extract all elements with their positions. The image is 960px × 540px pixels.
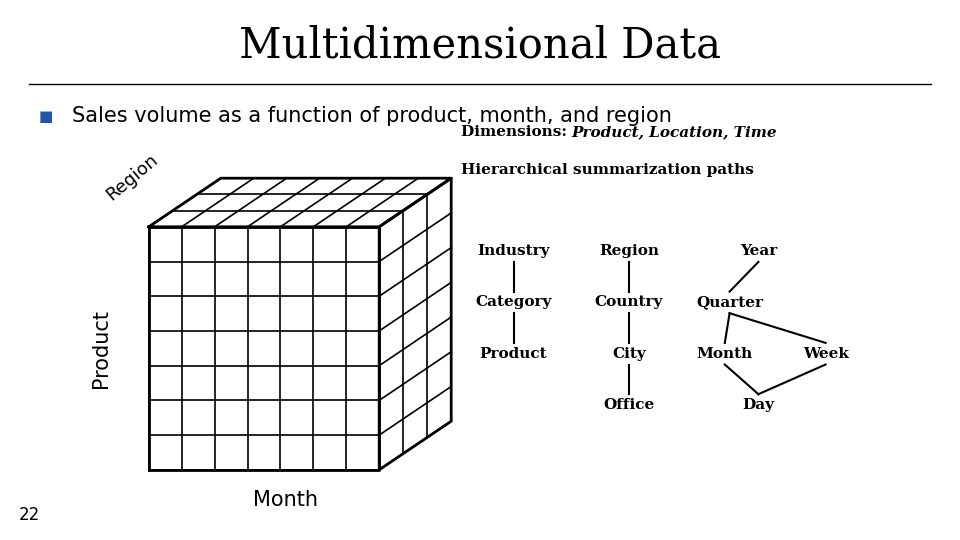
Text: Office: Office: [603, 398, 655, 412]
Text: Industry: Industry: [477, 244, 550, 258]
Text: Hierarchical summarization paths: Hierarchical summarization paths: [461, 163, 754, 177]
Text: 22: 22: [19, 506, 40, 524]
Text: Product: Product: [480, 347, 547, 361]
Text: Quarter: Quarter: [696, 295, 763, 309]
Text: ■: ■: [38, 109, 53, 124]
Text: Day: Day: [742, 398, 775, 412]
Text: Product: Product: [91, 309, 110, 388]
Text: Month: Month: [697, 347, 753, 361]
Text: City: City: [612, 347, 646, 361]
Text: Year: Year: [740, 244, 777, 258]
Text: Region: Region: [599, 244, 659, 258]
Text: Sales volume as a function of product, month, and region: Sales volume as a function of product, m…: [72, 106, 672, 126]
Text: Product, Location, Time: Product, Location, Time: [571, 125, 777, 139]
Text: Week: Week: [803, 347, 849, 361]
Text: Dimensions:: Dimensions:: [461, 125, 572, 139]
Text: Category: Category: [475, 295, 552, 309]
Text: Multidimensional Data: Multidimensional Data: [239, 25, 721, 67]
Text: Country: Country: [594, 295, 663, 309]
Text: Month: Month: [253, 489, 318, 510]
Text: Region: Region: [103, 150, 161, 204]
